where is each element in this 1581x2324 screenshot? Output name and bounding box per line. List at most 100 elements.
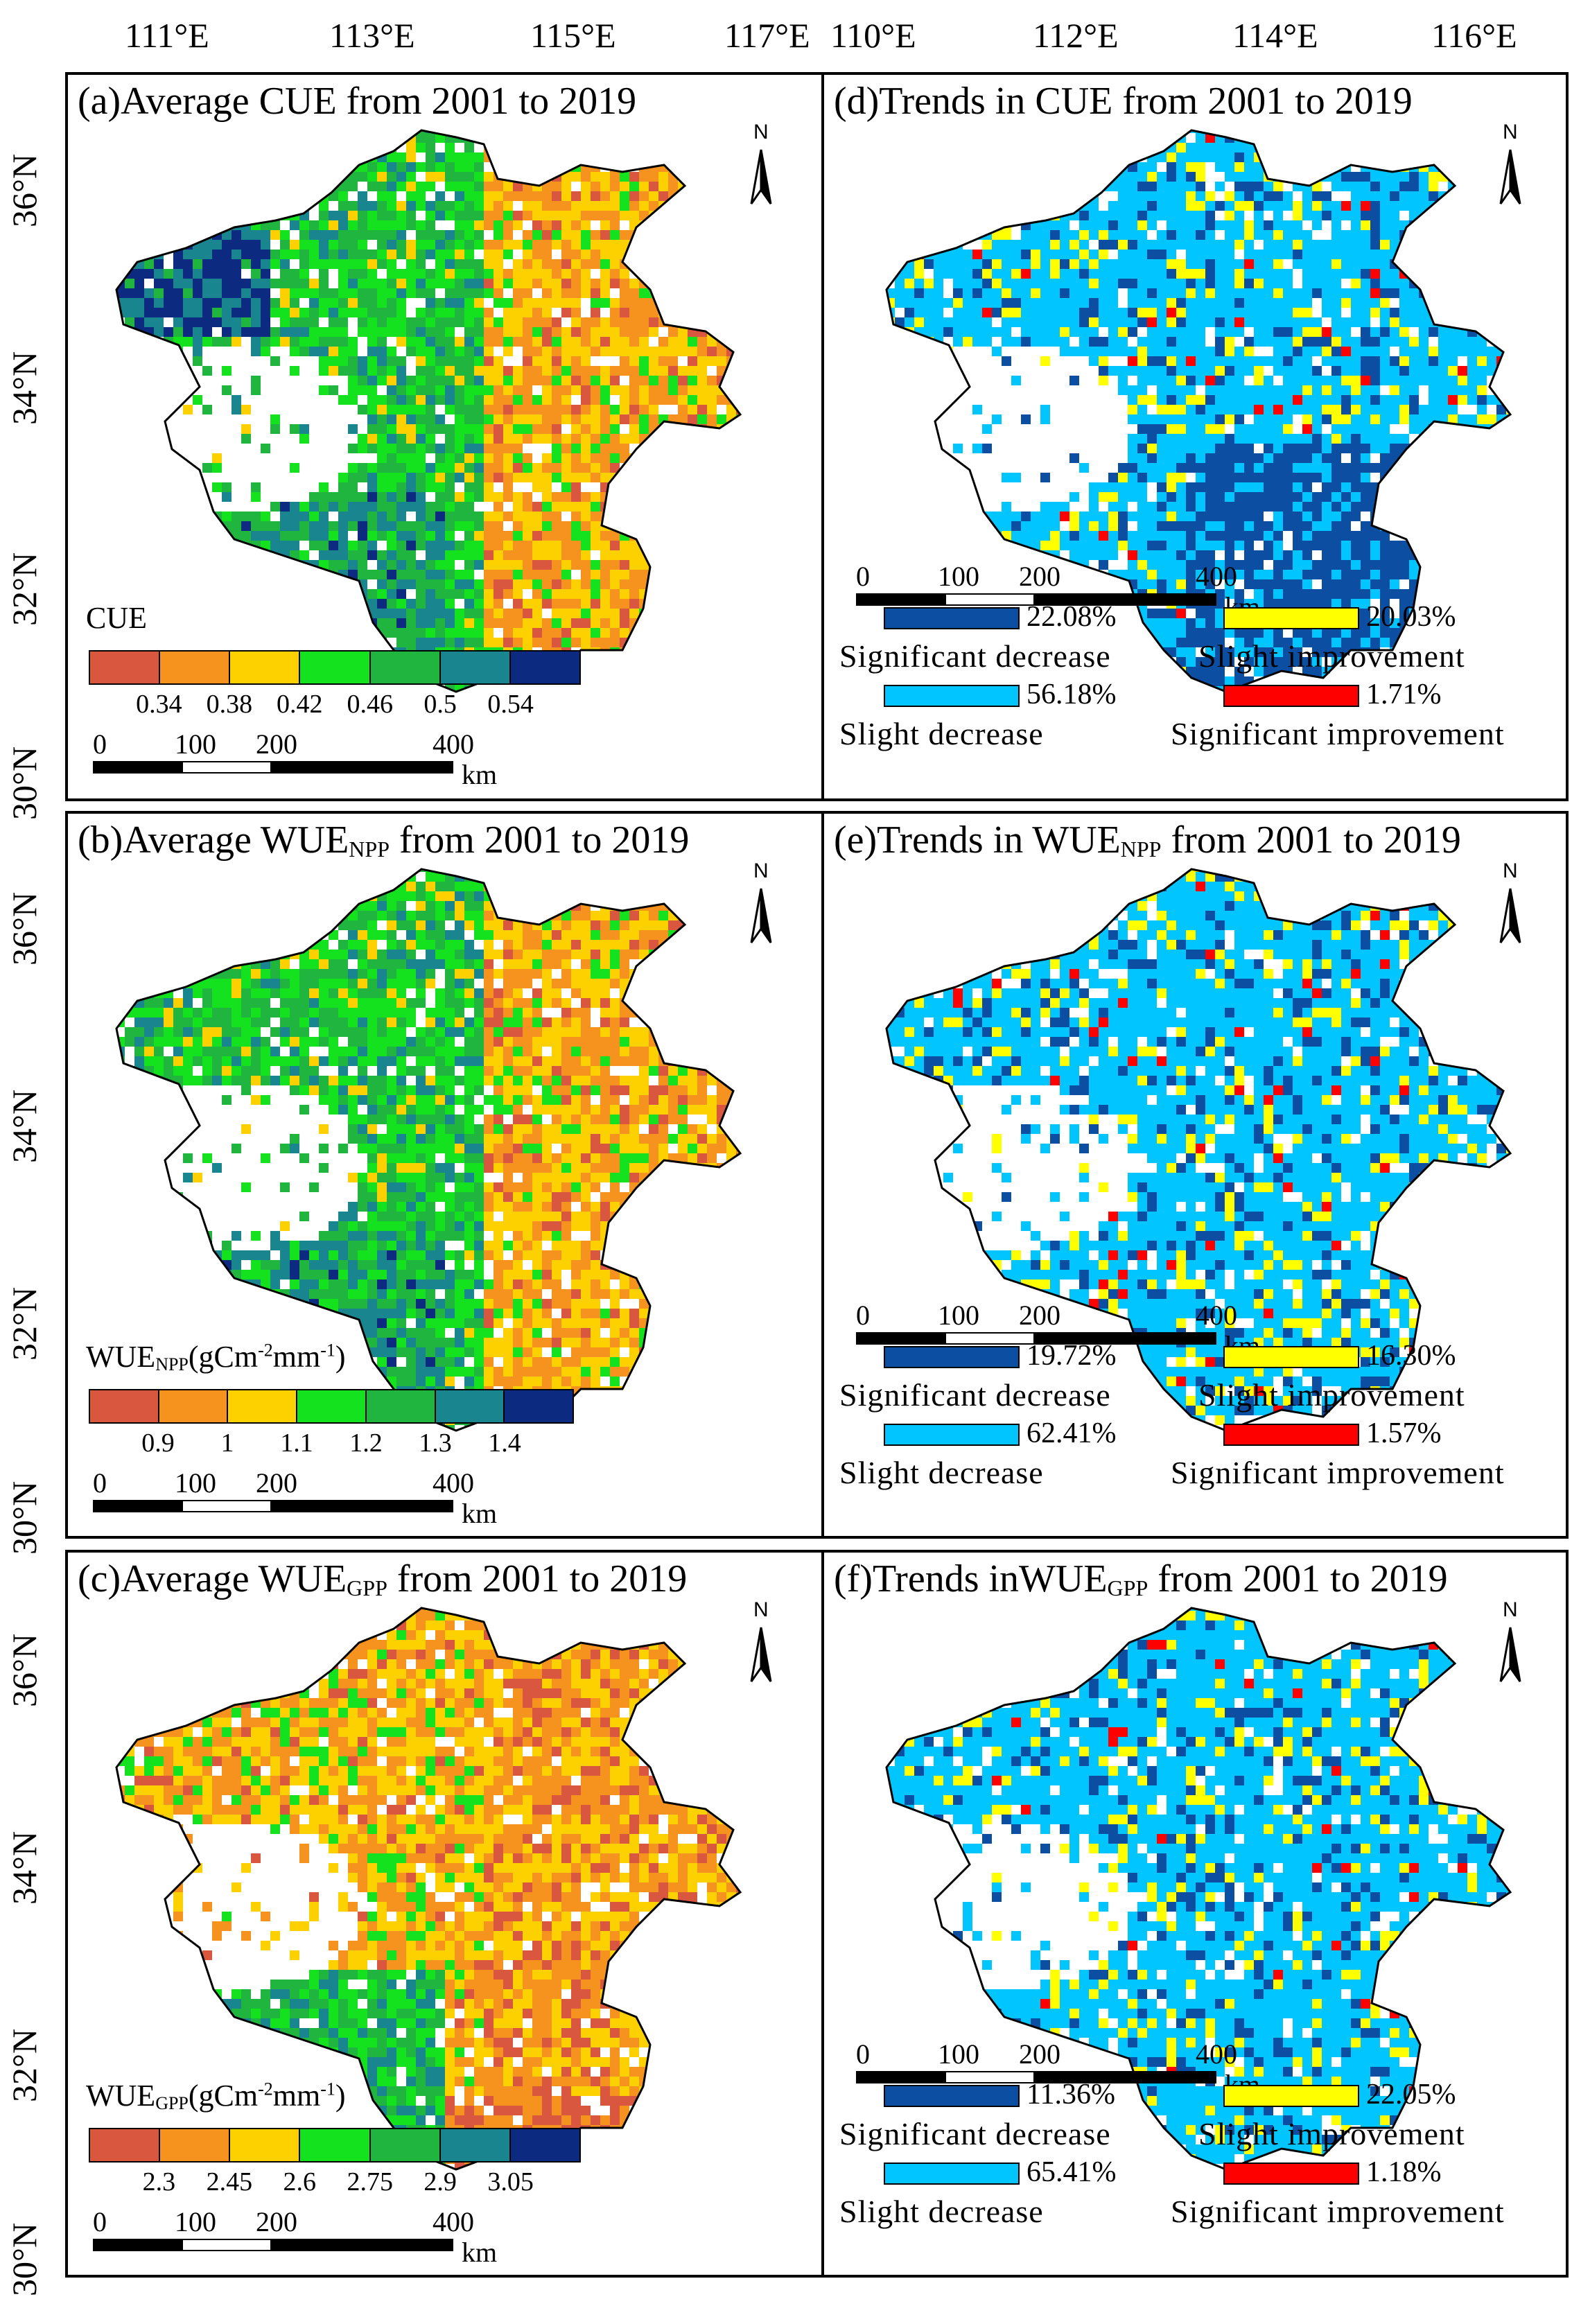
panel-title: (d)Trends in CUE from 2001 to 2019	[834, 80, 1413, 123]
map-raster	[115, 1607, 742, 2171]
legend-percentage: 1.57%	[1366, 1417, 1442, 1450]
lat-label: 32°N	[5, 1287, 44, 1361]
lon-label: 111°E	[125, 18, 209, 53]
legend-percentage: 65.41%	[1027, 2156, 1117, 2189]
scale-tick-label: 400	[433, 1467, 474, 1499]
legend-break-label: 3.05	[487, 2167, 534, 2197]
legend-class-name: Slight decrease	[839, 2193, 1044, 2230]
scale-tick-label: 400	[1196, 560, 1237, 593]
north-label: N	[753, 121, 769, 144]
legend-class-name: Slight improvement	[1198, 1377, 1465, 1413]
legend-class-name: Slight decrease	[839, 1454, 1044, 1491]
panel-title-text: (d)Trends in CUE	[834, 80, 1112, 123]
scale-tick-label: 100	[938, 560, 979, 593]
scale-tick-label: 400	[433, 728, 474, 760]
north-label: N	[753, 859, 769, 883]
panel-title: (a)Average CUE from 2001 to 2019	[78, 80, 636, 123]
legend-percentage: 20.03%	[1366, 600, 1456, 634]
panel-title-text: (e)Trends in WUE	[834, 819, 1121, 862]
scale-tick-label: 400	[1196, 1299, 1237, 1331]
scale-tick-label: 200	[256, 2205, 297, 2238]
legend-break-label: 2.75	[347, 2167, 393, 2197]
lat-label: 32°N	[5, 552, 44, 626]
north-label: N	[753, 1598, 769, 1622]
legend-color-ramp	[89, 650, 581, 685]
scale-tick-label: 200	[256, 1467, 297, 1499]
north-label: N	[1503, 1598, 1518, 1622]
legend-break-label: 1.4	[488, 1428, 521, 1458]
scale-tick-label: 200	[256, 728, 297, 760]
lon-label: 113°E	[329, 18, 415, 53]
panel-title: (b)Average WUENPP from 2001 to 2019	[78, 819, 689, 862]
legend-class-name: Slight improvement	[1198, 2115, 1465, 2152]
lat-label: 34°N	[5, 1831, 44, 1905]
panel-title-text: from 2001 to 2019	[337, 80, 636, 123]
scale-tick-label: 400	[1196, 2038, 1237, 2070]
north-label: N	[1503, 859, 1518, 883]
panel-title-subscript: NPP	[1121, 837, 1162, 862]
lat-label: 36°N	[5, 154, 44, 227]
legend-percentage: 62.41%	[1027, 1417, 1117, 1450]
panel-title: (f)Trends inWUEGPP from 2001 to 2019	[834, 1557, 1448, 1601]
legend-swatch-significant-decrease	[884, 1346, 1020, 1368]
legend-title: CUE	[86, 600, 147, 636]
legend-break-label: 0.46	[347, 689, 393, 719]
legend-break-label: 1.3	[419, 1428, 452, 1458]
lat-label: 34°N	[5, 351, 44, 425]
legend-class-name: Significant improvement	[1171, 1454, 1505, 1491]
legend-break-label: 2.45	[207, 2167, 253, 2197]
lon-label: 116°E	[1431, 18, 1517, 53]
legend-swatch-slight-improvement	[1223, 1346, 1359, 1368]
panel-title-subscript: GPP	[1108, 1575, 1148, 1600]
panel-f-trends-wue-gpp: (f)Trends inWUEGPP from 2001 to 2019 N 0 10…	[821, 1550, 1569, 2278]
legend-percentage: 11.36%	[1027, 2078, 1115, 2111]
lon-label: 110°E	[830, 18, 916, 53]
scale-tick-label: 400	[433, 2205, 474, 2238]
lon-label: 117°E	[724, 18, 810, 53]
panel-title-text: from 2001 to 2019	[1112, 80, 1412, 123]
legend-break-label: 1.2	[349, 1428, 383, 1458]
legend-percentage: 1.18%	[1366, 2156, 1442, 2189]
legend-percentage: 56.18%	[1027, 678, 1117, 711]
legend-percentage: 22.05%	[1366, 2078, 1456, 2111]
north-arrow-icon: N	[1490, 859, 1531, 945]
legend-break-label: 2.9	[423, 2167, 457, 2197]
legend-class-name: Significant decrease	[839, 638, 1111, 674]
panel-title-text: from 2001 to 2019	[390, 819, 689, 862]
scale-tick-label: 200	[1019, 2038, 1060, 2070]
scale-tick-label: 100	[938, 1299, 979, 1331]
north-arrow-icon: N	[1490, 121, 1531, 207]
scale-tick-label: 0	[93, 728, 107, 760]
legend-title: WUEGPP(gCm-2mm-1)	[86, 2078, 346, 2114]
panel-title-text: from 2001 to 2019	[387, 1557, 687, 1600]
lat-label: 32°N	[5, 2029, 44, 2102]
panel-c-average-wue-gpp: (c)Average WUEGPP from 2001 to 2019 N WUEG…	[65, 1550, 828, 2278]
map-raster	[115, 129, 742, 693]
legend-class-name: Significant decrease	[839, 2115, 1111, 2152]
legend-swatch-significant-improvement	[1223, 685, 1359, 707]
map-raster	[885, 1607, 1512, 2171]
panel-e-trends-wue-npp: (e)Trends in WUENPP from 2001 to 2019 N 0 1…	[821, 811, 1569, 1539]
legend-break-label: 0.5	[423, 689, 457, 719]
legend-class-name: Slight improvement	[1198, 638, 1465, 674]
panel-b-average-wue-npp: (b)Average WUENPP from 2001 to 2019 N WUEN…	[65, 811, 828, 1539]
legend-color-ramp	[89, 1389, 574, 1424]
legend-break-label: 0.34	[136, 689, 182, 719]
lat-label: 30°N	[5, 2223, 44, 2296]
scale-tick-label: 200	[1019, 1299, 1060, 1331]
scale-tick-label: 100	[175, 1467, 216, 1499]
legend-break-label: 1	[221, 1428, 234, 1458]
legend-swatch-significant-improvement	[1223, 1424, 1359, 1446]
north-arrow-icon: N	[740, 859, 782, 945]
legend-percentage: 16.30%	[1366, 1339, 1456, 1372]
scale-tick-label: 0	[93, 1467, 107, 1499]
legend-break-label: 0.9	[141, 1428, 175, 1458]
legend-swatch-significant-decrease	[884, 2085, 1020, 2107]
map-raster	[885, 868, 1512, 1432]
panel-title: (e)Trends in WUENPP from 2001 to 2019	[834, 819, 1461, 862]
